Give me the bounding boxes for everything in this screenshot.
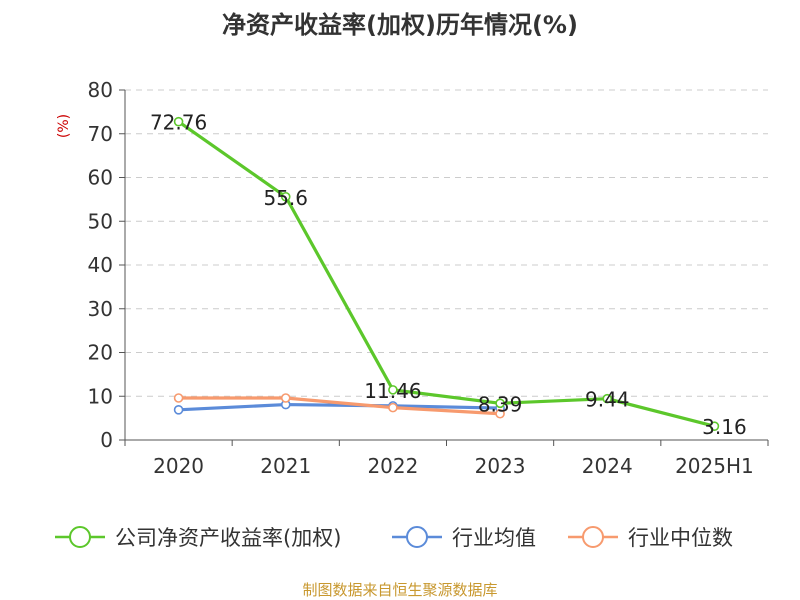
legend: 公司净资产收益率(加权) 行业均值 行业中位数 — [55, 526, 733, 550]
data-point — [495, 408, 505, 419]
legend-marker — [406, 526, 428, 548]
y-tick-label: 50 — [88, 209, 113, 233]
data-label: 8.39 — [478, 392, 523, 416]
data-labels: 72.76 55.6 11.46 8.39 9.44 3.16 — [150, 111, 747, 439]
series-line — [177, 120, 715, 428]
y-tick-label: 80 — [88, 78, 113, 102]
legend-label: 公司净资产收益率(加权) — [115, 526, 341, 550]
data-point — [388, 385, 398, 395]
legend-marker — [69, 526, 91, 548]
axes: 0 10 20 30 40 50 60 70 80 2020 2021 2022 2023 2024 202… — [88, 78, 769, 478]
legend-marker — [582, 526, 604, 548]
y-tick-label: 30 — [88, 297, 113, 321]
y-tick-label: 0 — [100, 428, 113, 452]
data-point — [495, 398, 505, 409]
x-tick-label: 2021 — [260, 454, 311, 478]
x-tick-label: 2024 — [582, 454, 633, 478]
series-line — [178, 402, 501, 412]
x-tick-label: 2025H1 — [675, 454, 754, 478]
data-label: 55.6 — [263, 186, 308, 210]
x-tick-label: 2020 — [153, 454, 204, 478]
y-axis-label: (%) — [56, 114, 72, 138]
y-tick-label: 70 — [88, 122, 113, 146]
data-point — [173, 393, 184, 403]
chart-title: 净资产收益率(加权)历年情况(%) — [222, 11, 578, 39]
y-tick-label: 40 — [88, 253, 113, 277]
data-point — [173, 405, 184, 415]
source-note: 制图数据来自恒生聚源数据库 — [302, 581, 497, 599]
data-label: 72.76 — [150, 111, 207, 135]
data-label: 9.44 — [585, 388, 630, 412]
data-label: 3.16 — [702, 415, 747, 439]
legend-label: 行业中位数 — [628, 526, 733, 550]
data-point — [388, 402, 398, 413]
x-tick-label: 2023 — [475, 454, 526, 478]
series-group — [173, 116, 720, 431]
data-point — [709, 421, 720, 431]
legend-label: 行业均值 — [452, 526, 536, 550]
data-point — [280, 191, 291, 202]
grid-lines — [125, 89, 768, 397]
y-tick-label: 60 — [88, 166, 113, 190]
series-line — [178, 396, 501, 416]
y-tick-label: 10 — [88, 384, 113, 408]
data-point — [173, 116, 184, 127]
y-tick-label: 20 — [88, 341, 113, 365]
x-tick-label: 2022 — [367, 454, 418, 478]
data-point — [280, 393, 291, 403]
data-label: 11.46 — [364, 379, 421, 403]
data-point — [602, 393, 613, 404]
